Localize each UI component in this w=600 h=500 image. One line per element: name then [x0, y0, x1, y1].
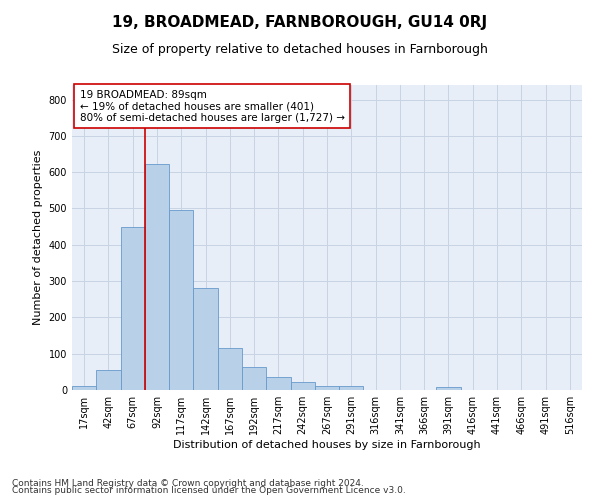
Bar — [218, 348, 242, 390]
Text: 19 BROADMEAD: 89sqm
← 19% of detached houses are smaller (401)
80% of semi-detac: 19 BROADMEAD: 89sqm ← 19% of detached ho… — [80, 90, 344, 123]
Bar — [169, 210, 193, 390]
Bar — [145, 164, 169, 390]
Bar — [315, 386, 339, 390]
Bar — [339, 386, 364, 390]
Y-axis label: Number of detached properties: Number of detached properties — [33, 150, 43, 325]
X-axis label: Distribution of detached houses by size in Farnborough: Distribution of detached houses by size … — [173, 440, 481, 450]
Bar — [266, 378, 290, 390]
Bar — [290, 382, 315, 390]
Text: Contains public sector information licensed under the Open Government Licence v3: Contains public sector information licen… — [12, 486, 406, 495]
Bar — [96, 370, 121, 390]
Text: 19, BROADMEAD, FARNBOROUGH, GU14 0RJ: 19, BROADMEAD, FARNBOROUGH, GU14 0RJ — [112, 15, 488, 30]
Text: Size of property relative to detached houses in Farnborough: Size of property relative to detached ho… — [112, 42, 488, 56]
Bar — [193, 288, 218, 390]
Text: Contains HM Land Registry data © Crown copyright and database right 2024.: Contains HM Land Registry data © Crown c… — [12, 478, 364, 488]
Bar — [121, 226, 145, 390]
Bar — [242, 368, 266, 390]
Bar — [436, 387, 461, 390]
Bar — [72, 386, 96, 390]
